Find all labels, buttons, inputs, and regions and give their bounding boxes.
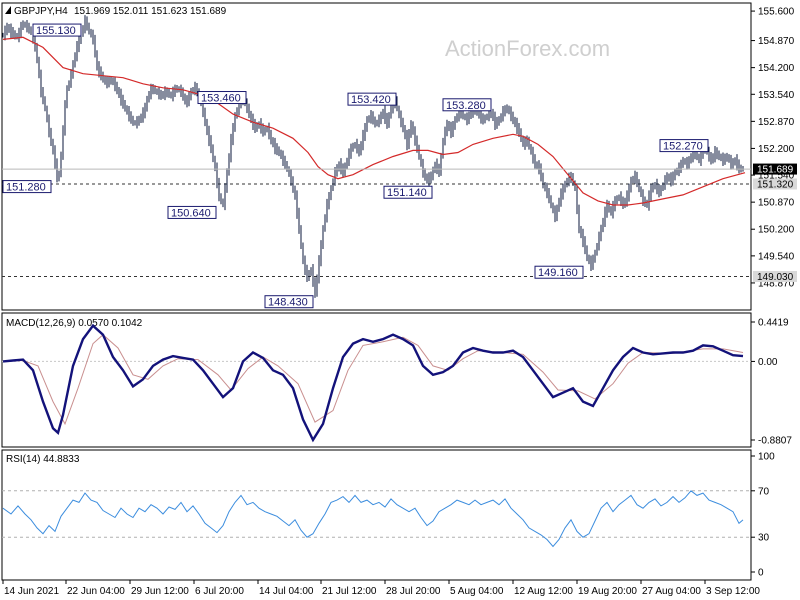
macd-tick-label: 0.00	[758, 357, 778, 368]
price-tick-label: 150.870	[758, 198, 795, 209]
price-tick-label: 152.870	[758, 117, 795, 128]
x-axis-ticks: 14 Jun 2021 22 Jun 04:00 29 Jun 12:00 6 Jul…	[2, 580, 760, 597]
x-tick-label: 27 Aug 04:00	[642, 586, 701, 597]
price-annotation-box	[659, 139, 709, 153]
rsi-tick-label: 30	[758, 533, 770, 544]
rsi-tick-label: 100	[758, 452, 775, 463]
rsi-line	[2, 490, 744, 548]
price-tick-label: 151.540	[758, 171, 795, 182]
price-annotation-label: 150.640	[171, 207, 211, 219]
price-annotation-label: 152.270	[663, 141, 703, 153]
rsi-y-ticks: 100 70 30 0	[751, 452, 775, 579]
rsi-tick-label: 0	[758, 568, 764, 579]
x-tick-label: 28 Jul 20:00	[386, 586, 441, 597]
price-annotation-label: 149.160	[538, 267, 578, 279]
price-tick-label: 149.540	[758, 251, 795, 262]
price-annotation-label: 151.140	[387, 187, 427, 199]
price-tick-label: 150.200	[758, 225, 795, 236]
price-annotation-box	[534, 265, 584, 279]
x-tick-label: 6 Jul 20:00	[195, 586, 244, 597]
x-tick-label: 14 Jun 2021	[4, 586, 59, 597]
x-tick-label: 3 Sep 12:00	[706, 586, 760, 597]
horizontal-levels: 151.320 149.030	[2, 178, 797, 283]
price-annotation-box	[383, 185, 433, 199]
support-level-label: 151.320	[757, 179, 794, 190]
support-level-box	[753, 270, 797, 282]
macd-y-ticks: 0.4419 0.00 -0.8807	[751, 318, 792, 447]
support-level-box	[753, 178, 797, 190]
current-price-box	[753, 163, 797, 175]
price-tick-label: 154.200	[758, 63, 795, 74]
price-tick-label: 152.200	[758, 144, 795, 155]
macd-tick-label: -0.8807	[758, 436, 792, 447]
price-annotation-box	[167, 205, 217, 219]
rsi-title: RSI(14) 44.8833	[6, 454, 80, 465]
macd-line	[2, 323, 744, 443]
price-annotation-label: 148.430	[268, 297, 308, 309]
price-annotation-label: 153.460	[201, 93, 241, 105]
price-annotation-box	[264, 295, 314, 309]
price-tick-label: 155.600	[758, 7, 795, 18]
price-annotation-box	[442, 98, 492, 112]
price-annotation-label: 153.280	[446, 100, 486, 112]
price-title: GBPJPY,H4	[14, 6, 68, 17]
price-annotation-box	[32, 23, 82, 37]
price-tick-label: 153.540	[758, 90, 795, 101]
price-annotation-label: 155.130	[36, 25, 76, 37]
price-title-group: GBPJPY,H4 151.969 152.011 151.623 151.68…	[5, 6, 227, 17]
macd-title: MACD(12,26,9) 0.0570 0.1042	[6, 318, 143, 329]
price-annotation-label: 151.280	[6, 182, 46, 194]
moving-average-line	[2, 36, 746, 206]
current-price-label: 151.689	[757, 165, 794, 176]
watermark: ActionForex.com	[445, 36, 610, 61]
x-tick-label: 14 Jul 04:00	[259, 586, 314, 597]
x-tick-label: 19 Aug 20:00	[578, 586, 637, 597]
title-marker-icon	[5, 6, 11, 14]
price-annotations: 155.130 151.280 153.460 150.640 148.430 153.4…	[2, 23, 709, 309]
x-tick-label: 29 Jun 12:00	[131, 586, 189, 597]
support-level-label: 149.030	[757, 272, 794, 283]
price-panel	[1, 2, 752, 311]
price-tick-label: 154.870	[758, 36, 795, 47]
x-tick-label: 5 Aug 04:00	[450, 586, 504, 597]
price-annotation-label: 153.420	[351, 94, 391, 106]
macd-signal-line	[2, 334, 744, 426]
macd-panel	[1, 312, 752, 448]
x-tick-label: 22 Jun 04:00	[67, 586, 125, 597]
ohlc-readout: 151.969 152.011 151.623 151.689	[74, 6, 227, 17]
rsi-tick-label: 70	[758, 486, 770, 497]
x-tick-label: 12 Aug 12:00	[514, 586, 573, 597]
rsi-levels	[2, 490, 751, 538]
x-tick-label: 21 Jul 12:00	[322, 586, 377, 597]
price-annotation-box	[347, 92, 397, 106]
price-tick-label: 148.870	[758, 278, 795, 289]
price-annotation-box	[2, 180, 52, 194]
macd-tick-label: 0.4419	[758, 318, 789, 329]
price-annotation-box	[197, 91, 247, 105]
rsi-panel	[1, 449, 752, 581]
price-y-ticks: 155.600 154.870 154.200 153.540 152.870 152.2…	[751, 7, 795, 289]
